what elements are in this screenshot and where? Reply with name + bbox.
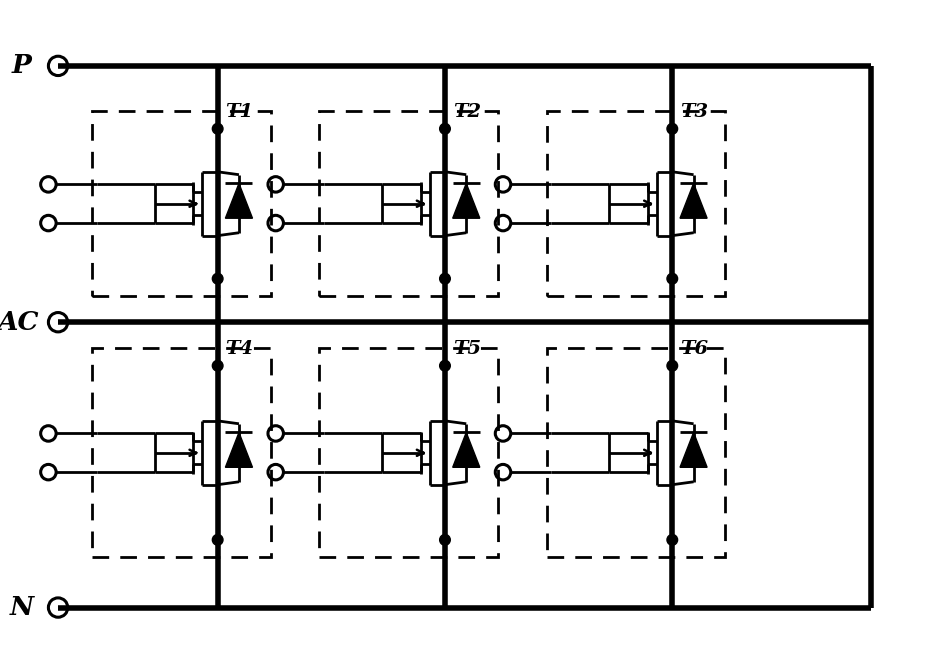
Polygon shape xyxy=(453,183,480,218)
Text: T6: T6 xyxy=(680,340,708,358)
Bar xyxy=(319,348,498,557)
Circle shape xyxy=(667,273,678,284)
Text: T2: T2 xyxy=(453,103,481,121)
Bar xyxy=(92,111,271,296)
Bar xyxy=(92,348,271,557)
Text: P: P xyxy=(11,53,32,78)
Circle shape xyxy=(212,535,223,545)
Text: T5: T5 xyxy=(453,340,481,358)
Circle shape xyxy=(212,361,223,371)
Circle shape xyxy=(212,124,223,134)
Bar xyxy=(547,111,725,296)
Text: T4: T4 xyxy=(225,340,254,358)
Circle shape xyxy=(667,361,678,371)
Text: T1: T1 xyxy=(225,103,254,121)
Bar xyxy=(547,348,725,557)
Circle shape xyxy=(212,273,223,284)
Circle shape xyxy=(440,361,450,371)
Text: AC: AC xyxy=(0,309,38,334)
Circle shape xyxy=(440,535,450,545)
Text: N: N xyxy=(9,595,33,620)
Polygon shape xyxy=(225,183,252,218)
Bar xyxy=(319,111,498,296)
Polygon shape xyxy=(680,183,707,218)
Polygon shape xyxy=(225,432,252,467)
Circle shape xyxy=(440,124,450,134)
Polygon shape xyxy=(680,432,707,467)
Circle shape xyxy=(667,535,678,545)
Text: T3: T3 xyxy=(680,103,708,121)
Circle shape xyxy=(667,124,678,134)
Polygon shape xyxy=(453,432,480,467)
Circle shape xyxy=(440,273,450,284)
